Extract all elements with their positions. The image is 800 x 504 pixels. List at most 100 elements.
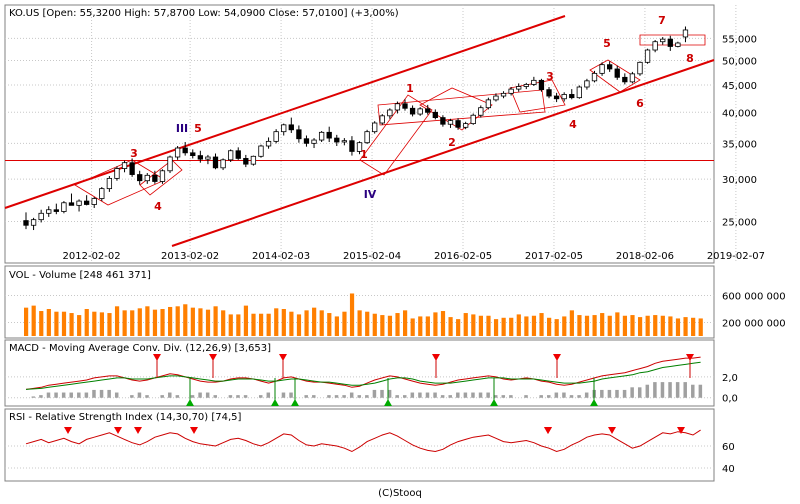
macd-histogram-bar: [130, 395, 134, 398]
volume-bar: [312, 307, 317, 336]
candle-body: [334, 137, 340, 143]
price-header: KO.US [Open: 55,3200 High: 57,8700 Low: …: [9, 8, 399, 19]
volume-bar: [554, 319, 559, 336]
price-x-tick-label: 2012-02-02: [63, 251, 121, 262]
candle-body: [432, 111, 438, 118]
wave-label: 8: [686, 52, 694, 65]
macd-histogram-bar: [114, 392, 119, 398]
macd-histogram-bar: [607, 389, 612, 398]
volume-bar: [486, 315, 491, 336]
candle-body: [265, 140, 272, 147]
volume-bar: [236, 314, 241, 336]
candle-body: [220, 159, 226, 169]
rsi-sell-marker: [114, 427, 122, 434]
candle-body: [607, 64, 613, 70]
wave-label: 2: [448, 136, 456, 149]
macd-histogram-bar: [562, 392, 566, 398]
macd-histogram-bar: [243, 395, 248, 398]
macd-histogram-bar: [92, 389, 96, 398]
candle-body: [303, 138, 310, 144]
wave-label: IV: [364, 188, 377, 201]
candle-body: [561, 94, 567, 100]
volume-bar: [137, 308, 142, 336]
macd-histogram-bar: [630, 387, 634, 398]
wave-label: 5: [603, 37, 611, 50]
candle-body: [311, 139, 317, 144]
macd-sell-marker: [279, 354, 287, 361]
volume-bar: [152, 309, 158, 336]
candle-body: [675, 42, 681, 47]
wave-label: 1: [360, 148, 368, 161]
volume-bar: [296, 314, 302, 336]
volume-bar: [478, 315, 483, 336]
price-y-tick-label: 30,000: [722, 175, 757, 186]
wave-label: 5: [194, 122, 202, 135]
wave-label: 3: [546, 70, 554, 83]
volume-bar: [92, 311, 97, 336]
macd-histogram-bar: [622, 389, 627, 398]
volume-bar: [531, 315, 537, 336]
candle-body: [296, 129, 302, 140]
macd-histogram-bar: [675, 382, 680, 398]
price-panel-frame: [4, 4, 715, 264]
macd-histogram-bar: [440, 395, 445, 398]
candle-body: [76, 200, 82, 206]
candle-body: [228, 150, 234, 161]
volume-bar: [130, 310, 135, 336]
macd-sell-marker: [153, 354, 161, 361]
volume-bar: [319, 310, 324, 336]
volume-bar: [683, 317, 688, 336]
macd-histogram-bar: [615, 389, 619, 398]
volume-bar: [547, 317, 552, 336]
macd-histogram-bar: [418, 392, 422, 398]
candle-body: [68, 202, 75, 206]
candle-body: [30, 219, 37, 226]
candle-body: [546, 89, 552, 97]
macd-histogram-bar: [31, 396, 36, 398]
volume-bar: [61, 311, 67, 336]
candle-body: [326, 131, 332, 139]
macd-histogram-bar: [175, 395, 180, 398]
volume-bar: [562, 316, 567, 336]
wave-channel: [377, 89, 546, 126]
volume-bar: [357, 310, 362, 336]
macd-histogram-bar: [410, 392, 415, 398]
candle-body: [455, 120, 461, 128]
volume-bar: [84, 309, 89, 336]
macd-buy-marker: [291, 399, 299, 406]
rsi-panel-frame: [4, 408, 715, 482]
volume-layer: [24, 293, 703, 336]
rsi-layer: [25, 427, 701, 453]
macd-histogram-bar: [357, 395, 362, 398]
macd-histogram-bar: [577, 395, 581, 398]
volume-bar: [569, 310, 574, 336]
price-y-tick-label: 35,000: [722, 139, 757, 150]
volume-header: VOL - Volume [248 461 371]: [9, 270, 151, 281]
macd-histogram-bar: [77, 392, 81, 398]
macd-histogram-bar: [486, 392, 490, 398]
macd-histogram-bar: [46, 392, 51, 398]
volume-bar: [31, 305, 36, 336]
candle-body: [174, 147, 181, 158]
candle-body: [508, 88, 514, 94]
lower-channel-line: [171, 59, 715, 247]
candle-body: [569, 94, 575, 99]
candle-body: [402, 103, 408, 109]
price-x-tick-label: 2017-02-05: [525, 251, 583, 262]
volume-bar: [274, 308, 279, 336]
candle-body: [599, 64, 605, 74]
upper-channel-line: [4, 15, 566, 209]
macd-sell-marker: [553, 354, 561, 361]
volume-bar: [54, 311, 59, 336]
wave-label: 3: [130, 147, 138, 160]
candle-body: [516, 86, 522, 90]
volume-y-tick-label: 600 000 000: [722, 292, 786, 303]
volume-bar: [304, 310, 309, 336]
macd-buy-marker: [384, 399, 392, 406]
volume-bar: [691, 317, 696, 336]
price-x-tick-label: 2013-02-02: [161, 251, 219, 262]
macd-histogram-bar: [501, 395, 506, 398]
candle-body: [531, 79, 537, 85]
macd-buy-marker: [490, 399, 498, 406]
